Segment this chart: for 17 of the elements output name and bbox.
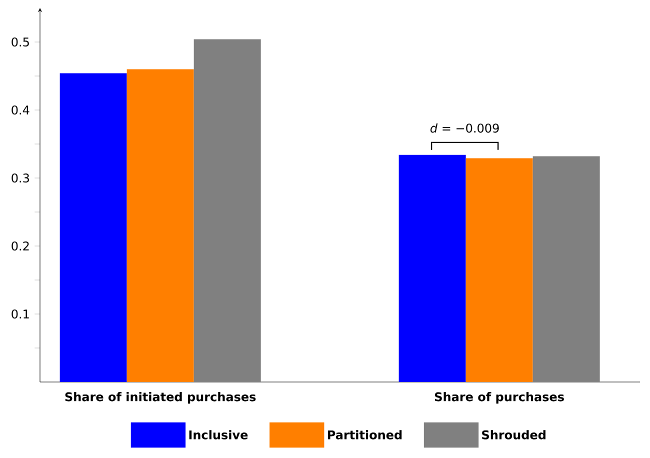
legend-label: Partitioned [328,430,402,440]
legend-label: Shrouded [482,430,546,440]
y-tick-label: 0.1 [12,309,29,319]
annotation: d = −0.009 [430,123,499,133]
bar [532,156,600,382]
legend-label: Inclusive [189,430,248,440]
y-tick-label: 0.3 [12,173,29,183]
x-tick-label: Share of initiated purchases [65,392,256,404]
x-tick-label: Share of purchases [434,392,564,404]
bar [194,39,261,382]
bar [60,73,127,382]
bar [466,158,533,382]
y-tick-label: 0.2 [12,241,29,251]
y-tick-label: 0.5 [12,37,29,47]
bar [126,69,194,382]
y-tick-label: 0.4 [12,105,30,115]
bar [398,154,466,382]
